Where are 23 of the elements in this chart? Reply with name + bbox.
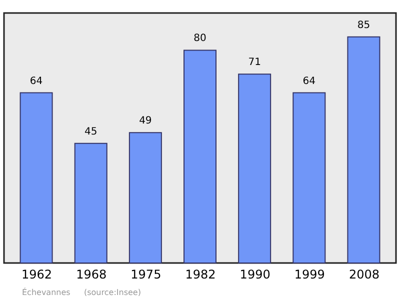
bar: [128, 132, 162, 264]
x-tick-label: 1975: [130, 268, 162, 282]
data-label: 85: [357, 20, 370, 31]
data-label: 80: [194, 33, 206, 44]
x-tick-label: 1968: [76, 268, 107, 282]
bar: [74, 142, 108, 264]
x-tick-label: 1982: [185, 268, 216, 282]
data-label: 64: [302, 76, 316, 87]
bar: [184, 50, 216, 264]
x-tick-label: 2008: [348, 268, 380, 282]
text: Échevannes: [22, 287, 70, 297]
text: (source:Insee): [84, 288, 141, 297]
data-label: 71: [248, 57, 261, 68]
bar: [20, 92, 53, 264]
x-tick-label: 1990: [240, 268, 270, 282]
x-tick-label: 1962: [22, 268, 52, 282]
bar: [347, 36, 380, 264]
bar: [292, 92, 326, 264]
data-label: 45: [84, 126, 98, 138]
data-label: 49: [139, 116, 152, 127]
data-label: 64: [30, 76, 43, 87]
x-tick-label: 1999: [294, 268, 325, 282]
bar: [238, 74, 272, 264]
